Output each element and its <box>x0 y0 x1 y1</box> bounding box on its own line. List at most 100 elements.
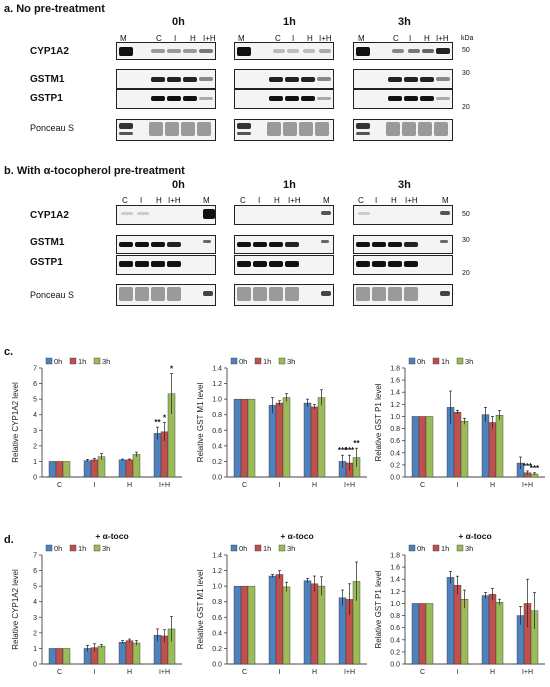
significance-label: ** <box>353 439 360 448</box>
bar <box>247 398 256 478</box>
significance-label: * <box>170 364 174 373</box>
x-tick-label: I <box>94 669 96 676</box>
blot-band <box>273 49 285 53</box>
blot-band <box>356 47 370 56</box>
bar <box>495 415 504 478</box>
lane-label: M <box>120 34 127 43</box>
y-tick-label: 1.2 <box>212 381 222 388</box>
x-tick-label: H <box>127 669 132 676</box>
kda-mark: 20 <box>462 270 470 277</box>
blot-gstm1 <box>116 235 216 254</box>
bar <box>516 615 525 665</box>
blot-cyp1a2 <box>116 205 216 225</box>
blot-gstm1 <box>234 69 334 89</box>
row-label-cyp1a2: CYP1A2 <box>30 210 69 221</box>
blot-band <box>315 122 329 136</box>
panel-a-title: a. No pre-treatment <box>4 3 105 15</box>
lane-label: I+H <box>203 34 216 43</box>
blot-band <box>237 242 251 247</box>
legend-swatch <box>93 357 101 365</box>
bar <box>125 459 134 478</box>
y-tick-label: 1.0 <box>212 584 222 591</box>
bar <box>118 642 127 665</box>
blot-band <box>119 132 133 135</box>
blot-band <box>119 123 133 129</box>
x-tick-label: I+H <box>344 669 355 676</box>
blot-band <box>165 122 179 136</box>
legend-label: 1h <box>441 544 449 553</box>
blot-band <box>285 287 299 301</box>
x-tick-label: C <box>242 669 247 676</box>
blot-band <box>237 287 251 301</box>
bar <box>153 634 162 665</box>
bar <box>240 585 249 665</box>
blot-band <box>440 211 450 215</box>
blot-cyp1a2 <box>353 42 453 60</box>
blot-band <box>372 261 386 267</box>
y-tick-label: 6 <box>33 381 37 388</box>
y-tick-label: 0.2 <box>390 462 400 469</box>
bar <box>275 402 284 478</box>
row-label-cyp1a2: CYP1A2 <box>30 46 69 57</box>
y-tick-label: 0.0 <box>390 662 400 669</box>
x-tick-label: I+H <box>344 482 355 489</box>
blot-band <box>199 77 213 81</box>
bar <box>132 642 141 665</box>
blot-band <box>203 240 211 243</box>
blot-band <box>135 287 149 301</box>
blot-band <box>317 97 331 100</box>
x-tick-label: I <box>457 669 459 676</box>
legend-swatch <box>254 544 262 552</box>
lane-label: I <box>409 34 412 43</box>
y-tick-label: 1.4 <box>212 553 222 560</box>
kda-mark: 30 <box>462 70 470 77</box>
lane-label: H <box>156 196 162 205</box>
blot-band <box>285 242 299 247</box>
legend-swatch <box>432 544 440 552</box>
kda-label: kDa <box>461 35 474 42</box>
y-tick-label: 6 <box>33 568 37 575</box>
blot-band <box>420 96 434 101</box>
y-tick-label: 0.2 <box>390 649 400 656</box>
bar <box>352 581 361 665</box>
y-tick-label: 7 <box>33 366 37 373</box>
bar <box>303 402 312 478</box>
chart-title: + α-toco <box>95 531 128 541</box>
blot-cyp1a2 <box>116 42 216 60</box>
blot-band <box>358 212 370 215</box>
legend-swatch <box>456 544 464 552</box>
y-tick-label: 0.6 <box>212 428 222 435</box>
significance-label: *** <box>523 462 533 471</box>
blot-band <box>299 122 313 136</box>
panel-b-time-0h: 0h <box>172 179 185 191</box>
lane-label: C <box>275 34 281 43</box>
blot-band <box>388 96 402 101</box>
blot-band <box>420 77 434 82</box>
significance-label: * <box>163 414 167 423</box>
blot-band <box>317 77 331 81</box>
blot-band <box>269 242 283 247</box>
blot-band <box>135 242 149 247</box>
blot-band <box>253 242 267 247</box>
legend-label: 1h <box>263 544 271 553</box>
legend-label: 3h <box>102 544 110 553</box>
blot-band <box>418 122 432 136</box>
blot-band <box>269 287 283 301</box>
blot-gstm1 <box>353 69 453 89</box>
legend-swatch <box>230 544 238 552</box>
blot-band <box>237 47 251 56</box>
bar-chart: 0.0 0.2 0.4 0.6 0.8 1.0 1.2 1.4 Relative GST M1 … <box>196 531 367 676</box>
blot-band <box>183 49 197 53</box>
y-axis-label: Relative CYP1A2 level <box>11 382 20 463</box>
lane-label: M <box>358 34 365 43</box>
blot-band <box>321 240 329 243</box>
y-tick-label: 0 <box>33 475 37 482</box>
lane-label: I+H <box>405 196 418 205</box>
bar <box>55 461 64 478</box>
blot-ponceau <box>116 284 216 306</box>
blot-band <box>137 212 149 215</box>
y-tick-label: 2 <box>33 630 37 637</box>
blot-band <box>119 47 133 56</box>
y-tick-label: 0.0 <box>390 475 400 482</box>
legend-label: 1h <box>78 544 86 553</box>
